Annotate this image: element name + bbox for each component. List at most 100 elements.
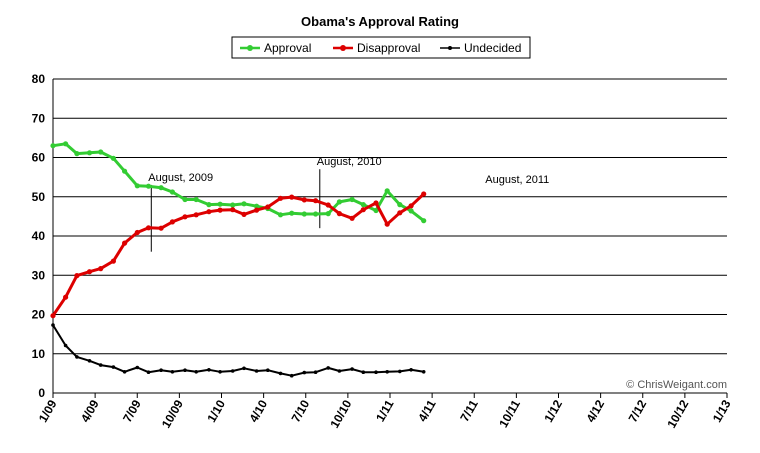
data-point-disapproval — [421, 191, 427, 197]
data-point-disapproval — [63, 294, 69, 300]
x-tick-label: 10/09 — [159, 397, 186, 430]
annotation-label: August, 2009 — [148, 172, 213, 184]
x-tick-label: 7/10 — [289, 397, 313, 425]
data-point-undecided — [218, 370, 222, 374]
annotation-label: August, 2011 — [485, 174, 549, 186]
y-tick-label: 30 — [32, 268, 46, 282]
data-point-undecided — [194, 370, 198, 374]
x-tick-label: 4/09 — [78, 397, 102, 425]
y-tick-label: 70 — [32, 111, 46, 125]
data-point-disapproval — [193, 212, 199, 218]
data-point-undecided — [385, 370, 390, 374]
data-point-approval — [158, 185, 164, 191]
data-point-approval — [86, 150, 93, 156]
legend-box — [231, 36, 531, 59]
data-point-approval — [74, 151, 80, 157]
copyright-text: © ChrisWeigant.com — [626, 379, 727, 391]
data-point-disapproval — [50, 313, 56, 319]
data-point-undecided — [207, 368, 211, 372]
data-point-undecided — [98, 363, 103, 367]
x-tick-label: 1/10 — [204, 397, 228, 425]
legend-marker-approval — [247, 45, 253, 51]
plot-area: 0 10 20 30 40 50 60 70 80 1/09 4/09 7/09 10/09 1/10 4/… — [32, 72, 734, 431]
x-tick-label: 1/11 — [373, 397, 397, 424]
x-tick-label: 10/12 — [664, 397, 691, 430]
legend: Approval Disapproval Undecided — [231, 36, 531, 59]
data-point-approval — [110, 155, 116, 161]
data-point-undecided — [398, 369, 402, 374]
x-tick-label: 1/13 — [710, 397, 734, 425]
data-point-undecided — [313, 370, 318, 375]
x-tick-label: 10/10 — [327, 397, 354, 430]
x-tick-label: 4/11 — [415, 397, 439, 424]
data-point-undecided — [75, 355, 79, 359]
data-point-undecided — [337, 369, 342, 373]
data-point-disapproval — [384, 221, 390, 227]
data-point-disapproval — [397, 210, 403, 216]
data-point-disapproval — [265, 204, 271, 210]
data-point-approval — [277, 212, 284, 218]
y-tick-label: 50 — [32, 190, 46, 204]
series-line-disapproval — [51, 192, 425, 317]
data-point-undecided — [326, 366, 331, 370]
chart-title: Obama's Approval Rating — [301, 14, 459, 29]
data-point-undecided — [361, 370, 366, 375]
data-point-disapproval — [301, 197, 307, 203]
data-point-disapproval — [241, 211, 247, 217]
data-point-disapproval — [336, 211, 342, 217]
data-point-undecided — [350, 367, 354, 371]
data-point-approval — [397, 202, 403, 208]
data-point-disapproval — [230, 207, 236, 213]
data-point-approval — [336, 199, 342, 205]
data-point-approval — [241, 201, 247, 207]
data-point-undecided — [183, 368, 187, 373]
data-point-undecided — [87, 359, 92, 363]
data-point-approval — [50, 143, 56, 149]
data-point-approval — [122, 168, 128, 174]
x-tick-label: 7/12 — [626, 397, 650, 425]
data-point-undecided — [51, 323, 55, 327]
data-point-undecided — [421, 370, 426, 374]
data-point-undecided — [63, 343, 68, 348]
data-point-approval — [384, 188, 390, 194]
series-line-undecided — [52, 324, 424, 377]
data-point-disapproval — [98, 266, 104, 272]
data-point-disapproval — [158, 225, 164, 231]
data-point-approval — [313, 211, 319, 217]
data-point-disapproval — [145, 225, 152, 231]
data-point-undecided — [374, 370, 378, 375]
data-point-disapproval — [169, 219, 175, 225]
data-point-disapproval — [349, 215, 355, 221]
data-point-disapproval — [217, 207, 223, 213]
data-point-approval — [134, 183, 140, 189]
data-point-disapproval — [74, 273, 80, 279]
data-point-approval — [289, 210, 295, 216]
legend-label-undecided: Undecided — [464, 41, 521, 55]
data-point-approval — [145, 183, 152, 189]
data-point-approval — [325, 211, 331, 217]
data-point-approval — [408, 208, 414, 214]
data-point-approval — [193, 196, 199, 203]
data-point-disapproval — [86, 269, 93, 275]
data-point-undecided — [230, 369, 235, 373]
data-point-approval — [63, 141, 69, 147]
data-point-disapproval — [182, 214, 188, 220]
data-point-disapproval — [277, 195, 284, 201]
data-point-undecided — [242, 366, 246, 371]
data-point-undecided — [159, 368, 163, 373]
data-point-undecided — [302, 370, 307, 375]
data-point-disapproval — [134, 229, 140, 236]
data-point-disapproval — [206, 209, 212, 215]
data-point-disapproval — [360, 207, 366, 213]
x-tick-label: 10/11 — [496, 397, 523, 430]
data-point-approval — [230, 202, 236, 208]
legend-marker-undecided — [448, 46, 452, 50]
data-point-undecided — [170, 370, 175, 374]
data-point-disapproval — [313, 198, 319, 204]
y-tick-label: 80 — [32, 72, 46, 86]
data-point-approval — [206, 202, 212, 208]
y-tick-label: 40 — [32, 229, 46, 243]
data-point-undecided — [146, 370, 151, 375]
x-tick-label: 7/11 — [457, 397, 481, 424]
x-tick-label: 7/09 — [120, 397, 144, 425]
